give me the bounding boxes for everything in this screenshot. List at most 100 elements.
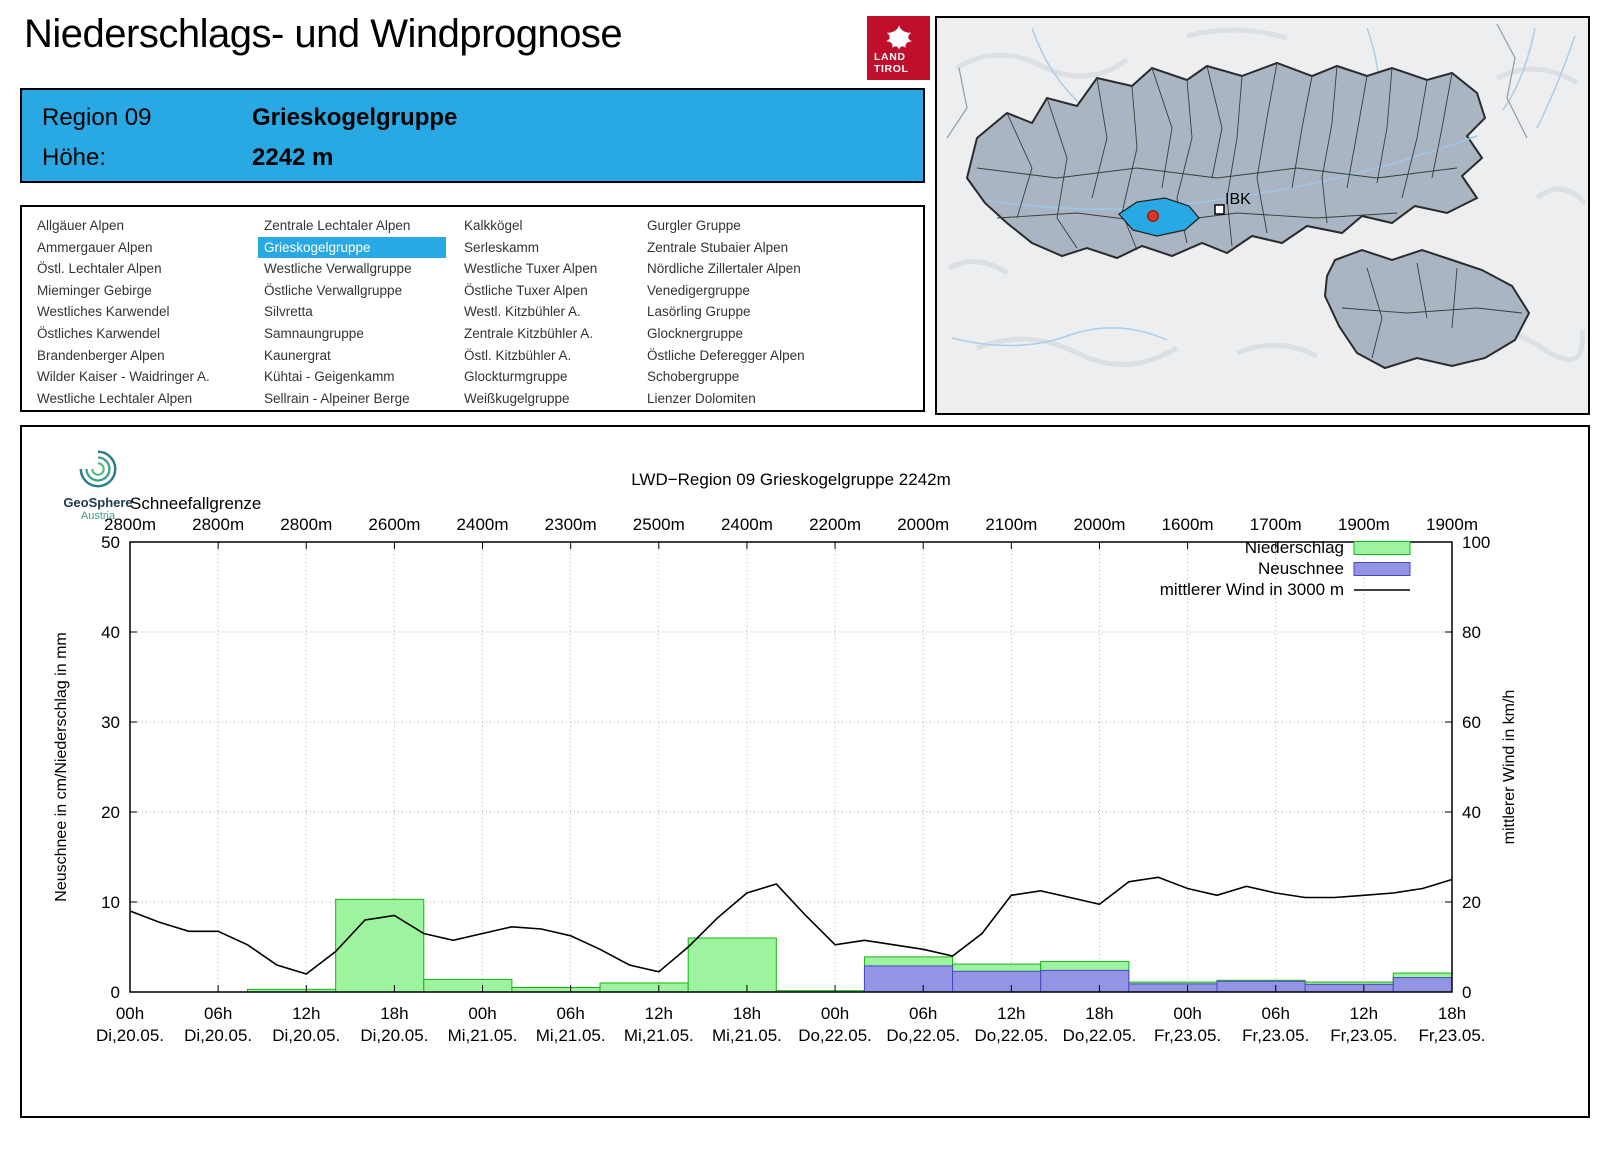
svg-text:2800m: 2800m bbox=[192, 515, 244, 534]
svg-text:Mi,21.05.: Mi,21.05. bbox=[536, 1026, 606, 1045]
region-list-item[interactable]: Kaunergrat bbox=[264, 347, 331, 363]
svg-text:2200m: 2200m bbox=[809, 515, 861, 534]
region-list-item[interactable]: Samnaungruppe bbox=[264, 325, 364, 341]
geosphere-swirl-icon bbox=[79, 450, 117, 488]
svg-text:2800m: 2800m bbox=[104, 515, 156, 534]
region-list-item[interactable]: Ammergauer Alpen bbox=[37, 239, 153, 255]
land-logo-line2: TIROL bbox=[874, 63, 909, 75]
inn-river bbox=[984, 135, 1478, 210]
altitude-value: 2242 m bbox=[252, 144, 334, 171]
x-tick-labels: 00h Di,20.05. 06h Di,20.05. 12h Di,20.05. 18h D… bbox=[96, 1004, 1486, 1045]
region-list-item[interactable]: Sellrain - Alpeiner Berge bbox=[264, 390, 410, 406]
wind-line bbox=[129, 876, 1453, 975]
svg-text:Mi,21.05.: Mi,21.05. bbox=[624, 1026, 694, 1045]
svg-text:Do,22.05.: Do,22.05. bbox=[798, 1026, 872, 1045]
svg-text:Di,20.05.: Di,20.05. bbox=[272, 1026, 340, 1045]
svg-text:18h: 18h bbox=[733, 1004, 761, 1023]
region-list-item[interactable]: Westliche Verwallgruppe bbox=[264, 261, 412, 277]
region-list-item[interactable]: Allgäuer Alpen bbox=[37, 218, 125, 233]
svg-text:Fr,23.05.: Fr,23.05. bbox=[1242, 1026, 1309, 1045]
chart-legend: Niederschlag Neuschnee mittlerer Wind in 3… bbox=[1160, 538, 1411, 599]
region-list-item[interactable]: Östliche Tuxer Alpen bbox=[464, 282, 588, 298]
svg-text:Do,22.05.: Do,22.05. bbox=[974, 1026, 1048, 1045]
svg-text:06h: 06h bbox=[204, 1004, 232, 1023]
region-list-item[interactable]: Westliche Tuxer Alpen bbox=[464, 261, 598, 277]
map-container[interactable]: IBK bbox=[935, 16, 1590, 415]
svg-text:12h: 12h bbox=[997, 1004, 1025, 1023]
region-list-item[interactable]: Venedigergruppe bbox=[647, 282, 750, 298]
region-list-item[interactable]: Nördliche Zillertaler Alpen bbox=[647, 261, 801, 277]
region-list-item[interactable]: Kühtai - Geigenkamm bbox=[264, 369, 395, 385]
region-border-lines bbox=[976, 62, 1523, 359]
svg-text:60: 60 bbox=[1462, 713, 1481, 732]
region-list-item[interactable]: Lienzer Dolomiten bbox=[647, 390, 756, 406]
region-list-item[interactable]: Gurgler Gruppe bbox=[647, 218, 741, 233]
svg-text:2500m: 2500m bbox=[633, 515, 685, 534]
svg-text:06h: 06h bbox=[909, 1004, 937, 1023]
region-list-item-selected[interactable]: Grieskogelgruppe bbox=[258, 236, 446, 259]
region-list-item[interactable]: Kalkkögel bbox=[464, 218, 523, 233]
east-tirol-region bbox=[1323, 248, 1531, 370]
region-list-item[interactable]: Westliches Karwendel bbox=[37, 304, 170, 320]
svg-text:Mi,21.05.: Mi,21.05. bbox=[712, 1026, 782, 1045]
ibk-label: IBK bbox=[1225, 191, 1251, 208]
region-list-column: Allgäuer Alpen Ammergauer Alpen Östl. Lech… bbox=[37, 215, 264, 410]
svg-text:Do,22.05.: Do,22.05. bbox=[886, 1026, 960, 1045]
svg-text:1600m: 1600m bbox=[1162, 515, 1214, 534]
svg-text:20: 20 bbox=[101, 803, 120, 822]
region-list-item[interactable]: Silvretta bbox=[264, 304, 313, 320]
region-list-column: Kalkkögel Serleskamm Westliche Tuxer Alpen… bbox=[464, 215, 647, 410]
svg-text:18h: 18h bbox=[1438, 1004, 1466, 1023]
region-list-item[interactable]: Zentrale Lechtaler Alpen bbox=[264, 218, 411, 233]
y-tick-labels-left: 0 10 20 30 40 50 bbox=[101, 533, 120, 1002]
svg-text:Di,20.05.: Di,20.05. bbox=[184, 1026, 252, 1045]
svg-text:12h: 12h bbox=[645, 1004, 673, 1023]
region-name: Grieskogelgruppe bbox=[252, 104, 458, 131]
region-list-item[interactable]: Westliche Lechtaler Alpen bbox=[37, 390, 193, 406]
svg-text:Di,20.05.: Di,20.05. bbox=[96, 1026, 164, 1045]
svg-text:100: 100 bbox=[1462, 533, 1490, 552]
svg-text:06h: 06h bbox=[1262, 1004, 1290, 1023]
page-title: Niederschlags- und Windprognose bbox=[24, 12, 623, 56]
region-list-item[interactable]: Östliches Karwendel bbox=[37, 325, 161, 341]
land-tirol-logo: LAND TIROL bbox=[867, 16, 930, 80]
geosphere-country: Austria bbox=[80, 510, 116, 522]
svg-text:0: 0 bbox=[1462, 983, 1471, 1002]
region-list-item[interactable]: Östliche Deferegger Alpen bbox=[647, 347, 805, 363]
region-list-item[interactable]: Weißkugelgruppe bbox=[464, 390, 570, 406]
tirol-eagle-icon bbox=[885, 25, 913, 50]
region-list-item[interactable]: Brandenberger Alpen bbox=[37, 347, 165, 363]
svg-text:2800m: 2800m bbox=[280, 515, 332, 534]
svg-text:2600m: 2600m bbox=[368, 515, 420, 534]
region-list-item[interactable]: Wilder Kaiser - Waidringer A. bbox=[37, 369, 210, 385]
region-list-item[interactable]: Serleskamm bbox=[464, 239, 540, 255]
forecast-chart-panel: GeoSphere Austria 00h Di,20.05. 06h Di,20.0… bbox=[20, 425, 1590, 1118]
region-list-item[interactable]: Glockturmgruppe bbox=[464, 369, 568, 385]
region-list-item[interactable]: Mieminger Gebirge bbox=[37, 282, 152, 298]
region-list-item[interactable]: Östl. Lechtaler Alpen bbox=[37, 261, 162, 277]
region-list-item[interactable]: Glocknergruppe bbox=[647, 325, 744, 341]
svg-text:Niederschlag: Niederschlag bbox=[1245, 538, 1344, 557]
region-list-item[interactable]: Westl. Kitzbühler A. bbox=[464, 304, 581, 320]
selected-region-grieskogelgruppe[interactable] bbox=[1118, 197, 1200, 237]
svg-text:2000m: 2000m bbox=[897, 515, 949, 534]
svg-text:2300m: 2300m bbox=[545, 515, 597, 534]
land-logo-line1: LAND bbox=[874, 51, 906, 63]
y-tick-labels-right: 0 20 40 60 80 100 bbox=[1462, 533, 1490, 1002]
altitude-label: Höhe: bbox=[42, 144, 107, 171]
region-list-column: Gurgler Gruppe Zentrale Stubaier Alpen Nör… bbox=[647, 215, 805, 410]
svg-text:00h: 00h bbox=[468, 1004, 496, 1023]
svg-text:40: 40 bbox=[1462, 803, 1481, 822]
region-list-item[interactable]: Zentrale Kitzbühler A. bbox=[464, 325, 594, 341]
snowline-title: Schneefallgrenze bbox=[130, 494, 261, 513]
region-list-item[interactable]: Schobergruppe bbox=[647, 369, 740, 385]
region-list-item[interactable]: Zentrale Stubaier Alpen bbox=[647, 239, 789, 255]
region-list-item[interactable]: Lasörling Gruppe bbox=[647, 304, 751, 320]
region-list-item[interactable]: Östl. Kitzbühler A. bbox=[464, 347, 572, 363]
tirol-map: IBK bbox=[937, 18, 1588, 413]
svg-text:Di,20.05.: Di,20.05. bbox=[360, 1026, 428, 1045]
svg-text:06h: 06h bbox=[556, 1004, 584, 1023]
svg-text:Fr,23.05.: Fr,23.05. bbox=[1154, 1026, 1221, 1045]
region-list-item[interactable]: Östliche Verwallgruppe bbox=[264, 282, 403, 298]
svg-text:Fr,23.05.: Fr,23.05. bbox=[1418, 1026, 1485, 1045]
